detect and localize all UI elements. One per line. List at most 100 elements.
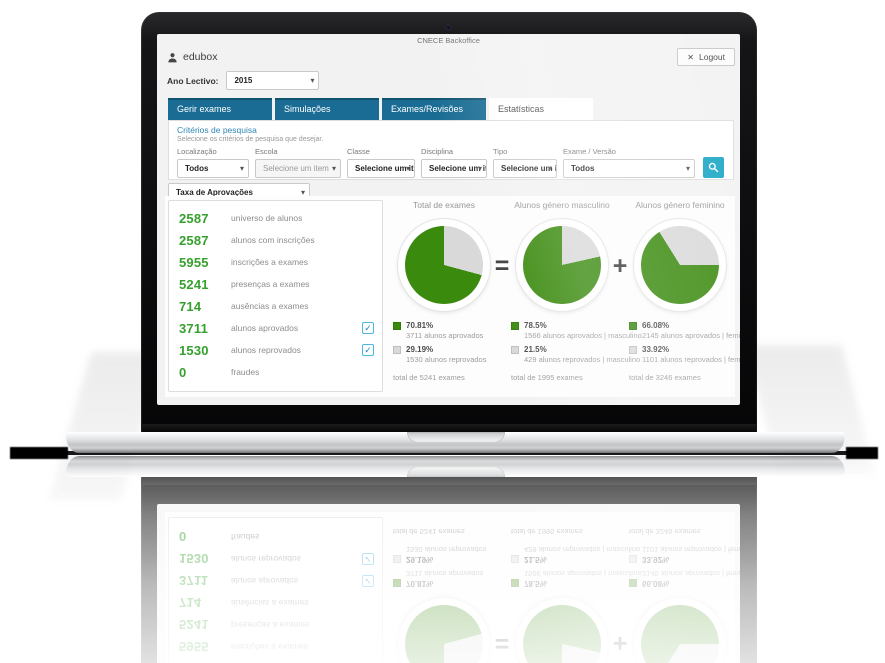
window-title: CNECE Backoffice <box>417 36 480 45</box>
stat-label: inscrições a exames <box>231 257 309 267</box>
reprovados-checkbox[interactable]: ✓ <box>362 344 374 356</box>
stat-value: 0 <box>179 364 187 380</box>
select-value: Selecione um item <box>355 164 414 173</box>
chart-total-label: total de 3246 exames <box>629 373 701 382</box>
legend-item-approved: 66.08% 2145 alunos aprovados | feminino <box>629 321 740 340</box>
user-icon <box>168 52 177 62</box>
stat-row-presencas: 5241 presenças a exames <box>179 273 382 295</box>
chevron-down-icon: ▾ <box>685 164 690 173</box>
legend-swatch-reproved <box>629 346 637 354</box>
select-value: Todos <box>571 164 595 173</box>
field-label: Localização <box>177 147 217 156</box>
search-icon <box>708 162 719 173</box>
panel-subtitle: Selecione os critérios de pesquisa que d… <box>177 136 324 143</box>
field-label: Tipo <box>493 147 508 156</box>
stat-value: 5241 <box>179 276 209 292</box>
year-value: 2015 <box>234 76 253 85</box>
legend-swatch-reproved <box>393 346 401 354</box>
tab-exames-revisoes[interactable]: Exames/Revisões <box>382 98 486 120</box>
stat-row-inscricoes-exames: 5955 inscrições a exames <box>179 251 382 273</box>
field-label: Disciplina <box>421 147 454 156</box>
filter-field-escola: Escola Selecione um item ▾ <box>255 147 341 178</box>
chevron-down-icon: ▾ <box>310 76 315 85</box>
year-selector-row: Ano Lectivo: 2015 ▾ <box>167 71 320 90</box>
classe-select[interactable]: Selecione um item ▾ <box>347 159 415 178</box>
legend-pct: 21.5% <box>524 345 547 354</box>
select-value: Todos <box>185 164 209 173</box>
exame-versao-select[interactable]: Todos ▾ <box>563 159 695 178</box>
legend-swatch-reproved <box>511 346 519 354</box>
username: edubox <box>183 51 218 63</box>
user-account: edubox <box>167 51 217 63</box>
pie-chart <box>523 226 601 304</box>
logout-button[interactable]: ✕ Logout <box>677 48 735 66</box>
chevron-down-icon: ▾ <box>300 188 305 197</box>
stat-value: 714 <box>179 298 202 314</box>
legend-item-reproved: 33.92% 1101 alunos reprovados | feminino <box>629 345 740 364</box>
stat-row-ausencias: 714 ausências a exames <box>179 295 382 317</box>
tipo-select[interactable]: Selecione um item ▾ <box>493 159 557 178</box>
select-value: Selecione um item <box>429 164 486 173</box>
select-value: Selecione um item <box>501 164 557 173</box>
year-label: Ano Lectivo: <box>167 75 219 86</box>
search-button[interactable] <box>703 157 724 178</box>
legend-label: 2145 alunos aprovados | feminino <box>642 331 740 340</box>
chart-legend: 78.5% 1566 alunos aprovados | masculino … <box>507 321 642 382</box>
pie-chart-plate <box>398 219 490 311</box>
pie-chart-plate <box>634 219 726 311</box>
stat-label: fraudes <box>231 367 260 377</box>
legend-pct: 66.08% <box>642 321 670 330</box>
filter-field-classe: Classe Selecione um item ▾ <box>347 147 415 178</box>
legend-pct: 29.19% <box>406 345 434 354</box>
chart-legend: 70.81% 3711 alunos aprovados 29.19% 1530… <box>389 321 499 382</box>
stat-row-inscricoes-alunos: 2587 alunos com inscrições <box>179 229 382 251</box>
tab-estatisticas[interactable]: Estatísticas <box>489 98 593 120</box>
chart-total-exames: Total de exames 70.81% 3711 alunos aprov… <box>389 200 499 382</box>
chevron-down-icon: ▾ <box>477 164 482 173</box>
search-criteria-panel: Critérios de pesquisa Selecione os crité… <box>168 120 734 180</box>
laptop-base <box>66 432 845 453</box>
chart-legend: 66.08% 2145 alunos aprovados | feminino … <box>625 321 740 382</box>
legend-label: 3711 alunos aprovados <box>406 331 484 340</box>
legend-item-reproved: 29.19% 1530 alunos reprovados <box>393 345 499 364</box>
legend-swatch-approved <box>629 322 637 330</box>
select-value: Taxa de Aprovações <box>176 188 253 197</box>
webcam <box>446 25 451 30</box>
chart-genero-masculino: Alunos género masculino 78.5% 1566 aluno… <box>507 200 642 382</box>
stat-value: 2587 <box>179 210 209 226</box>
legend-swatch-approved <box>511 322 519 330</box>
stat-label: alunos reprovados <box>231 345 301 355</box>
aprovados-checkbox[interactable]: ✓ <box>362 322 374 334</box>
pie-chart <box>405 226 483 304</box>
stat-value: 3711 <box>179 320 209 336</box>
laptop-bezel: CNECE Backoffice edubox ✕ Logout <box>141 12 757 433</box>
legend-pct: 70.81% <box>406 321 434 330</box>
pie-chart-plate <box>516 219 608 311</box>
chevron-down-icon: ▾ <box>239 164 244 173</box>
tab-gerir-exames[interactable]: Gerir exames <box>168 98 272 120</box>
escola-select[interactable]: Selecione um item ▾ <box>255 159 341 178</box>
filter-field-localizacao: Localização Todos ▾ <box>177 147 249 178</box>
logout-label: Logout <box>699 52 725 62</box>
stat-label: alunos com inscrições <box>231 235 315 245</box>
legend-label: 1566 alunos aprovados | masculino <box>524 331 642 340</box>
stat-label: presenças a exames <box>231 279 310 289</box>
filter-field-disciplina: Disciplina Selecione um item ▾ <box>421 147 487 178</box>
legend-label: 429 alunos reprovados | masculino <box>524 355 641 364</box>
equals-operator: = <box>494 252 510 280</box>
legend-swatch-approved <box>393 322 401 330</box>
localizacao-select[interactable]: Todos ▾ <box>177 159 249 178</box>
year-select[interactable]: 2015 ▾ <box>226 71 320 90</box>
statistics-content: 2587 universo de alunos 2587 alunos com … <box>157 200 740 405</box>
stat-row-aprovados: 3711 alunos aprovados ✓ <box>179 317 382 339</box>
legend-label: 1101 alunos reprovados | feminino <box>642 355 740 364</box>
tab-simulacoes[interactable]: Simulações <box>275 98 379 120</box>
select-value: Selecione um item <box>263 164 329 173</box>
stats-summary-panel: 2587 universo de alunos 2587 alunos com … <box>168 200 383 392</box>
disciplina-select[interactable]: Selecione um item ▾ <box>421 159 487 178</box>
chart-title: Alunos género masculino <box>514 200 610 210</box>
laptop-notch <box>406 432 505 443</box>
pie-chart <box>641 226 719 304</box>
screen: CNECE Backoffice edubox ✕ Logout <box>157 34 740 405</box>
chart-genero-feminino: Alunos género feminino 66.08% 2145 aluno… <box>625 200 740 382</box>
